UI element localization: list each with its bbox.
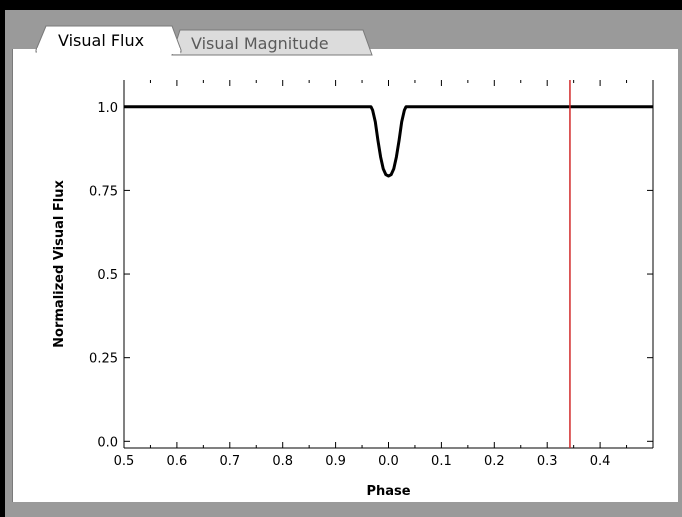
- y-tick-label: 0.25: [89, 352, 118, 367]
- x-tick-label: 0.5: [114, 454, 135, 469]
- flux-curve: [124, 105, 653, 178]
- y-axis-title: Normalized Visual Flux: [52, 180, 67, 348]
- x-tick-label: 0.8: [272, 454, 293, 469]
- x-tick-label: 0.2: [484, 454, 505, 469]
- tab-visual-magnitude[interactable]: Visual Magnitude: [171, 29, 373, 56]
- chart-panel: [12, 49, 678, 502]
- y-tick-label: 0.75: [89, 184, 118, 199]
- tab-visual-flux[interactable]: Visual Flux: [35, 25, 182, 54]
- tab-visual-magnitude-label: Visual Magnitude: [191, 34, 329, 53]
- x-tick-label: 0.0: [378, 454, 399, 469]
- y-tick-label: 1.0: [97, 101, 118, 116]
- x-tick-label: 0.3: [537, 454, 558, 469]
- tab-bar: Visual Magnitude Visual Flux: [35, 25, 373, 56]
- x-tick-label: 0.1: [431, 454, 452, 469]
- x-tick-label: 0.6: [167, 454, 188, 469]
- y-tick-label: 0.5: [97, 268, 118, 283]
- tab-visual-flux-label: Visual Flux: [58, 31, 144, 50]
- chart-tick-labels: 0.5 0.6 0.7 0.8 0.9 0.0 0.1 0.2 0.3 0.4 0.0 0.25 0.5…: [89, 101, 610, 469]
- chart-axes: [123, 80, 654, 449]
- chart-ticks: [123, 80, 653, 448]
- x-tick-label: 0.4: [590, 454, 611, 469]
- x-tick-label: 0.7: [219, 454, 240, 469]
- y-tick-label: 0.0: [97, 435, 118, 450]
- x-axis-title: Phase: [366, 484, 410, 499]
- x-tick-label: 0.9: [325, 454, 346, 469]
